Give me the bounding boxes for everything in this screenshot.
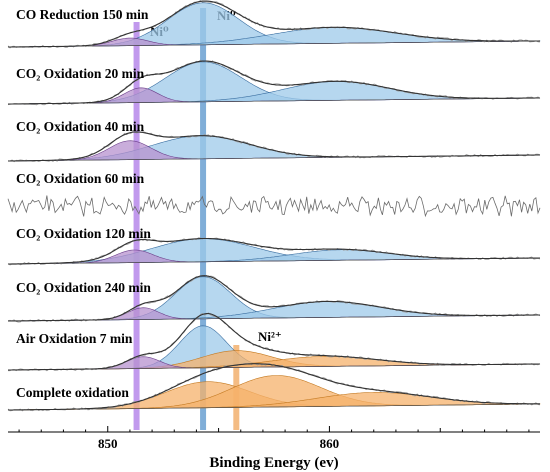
fit-envelope	[8, 313, 540, 371]
spectrum-3: CO₂ Oxidation 60 min	[7, 171, 541, 218]
x-axis-ticks: 850 860	[18, 426, 530, 451]
baseline	[8, 257, 540, 265]
x-tick-label: 850	[98, 436, 118, 451]
spectrum-5: CO₂ Oxidation 240 min	[7, 274, 541, 323]
x-tick-label: 860	[320, 436, 340, 451]
baseline	[8, 40, 540, 48]
spectrum-label-7: Complete oxidation	[16, 385, 129, 400]
x-axis: 850 860 Binding Energy (ev)	[8, 426, 540, 471]
spectrum-7: Complete oxidation	[7, 362, 541, 412]
spectrum-label-3: CO₂ Oxidation 60 min	[16, 171, 145, 186]
spectrum-label-1: CO₂ Oxidation 20 min	[16, 66, 145, 81]
spectrum-label-5: CO₂ Oxidation 240 min	[16, 280, 151, 295]
fit-envelope	[8, 60, 540, 105]
spectrum-1: CO₂ Oxidation 20 min	[7, 59, 541, 106]
fit-envelope	[8, 131, 540, 162]
raw-trace	[7, 195, 541, 218]
fit-envelope	[8, 237, 540, 265]
fit-envelope	[8, 0, 541, 48]
spectra-layer: CO Reduction 150 min CO₂ Oxidation 20 min…	[7, 0, 541, 412]
x-axis-title: Binding Energy (ev)	[209, 455, 338, 471]
spectrum-label-0: CO Reduction 150 min	[16, 7, 149, 22]
spectrum-2: CO₂ Oxidation 40 min	[7, 119, 541, 163]
spectrum-4: CO₂ Oxidation 120 min	[7, 226, 541, 266]
spectrum-0: CO Reduction 150 min	[7, 0, 541, 49]
fit-envelope	[8, 363, 540, 411]
marker-label-2: Ni²⁺	[258, 329, 282, 344]
fit-envelope	[8, 275, 540, 322]
spectrum-label-4: CO₂ Oxidation 120 min	[16, 226, 151, 241]
spectrum-6: Air Oxidation 7 min	[7, 312, 541, 372]
baseline	[8, 97, 540, 105]
spectrum-label-2: CO₂ Oxidation 40 min	[16, 119, 145, 134]
spectrum-label-6: Air Oxidation 7 min	[16, 331, 133, 346]
